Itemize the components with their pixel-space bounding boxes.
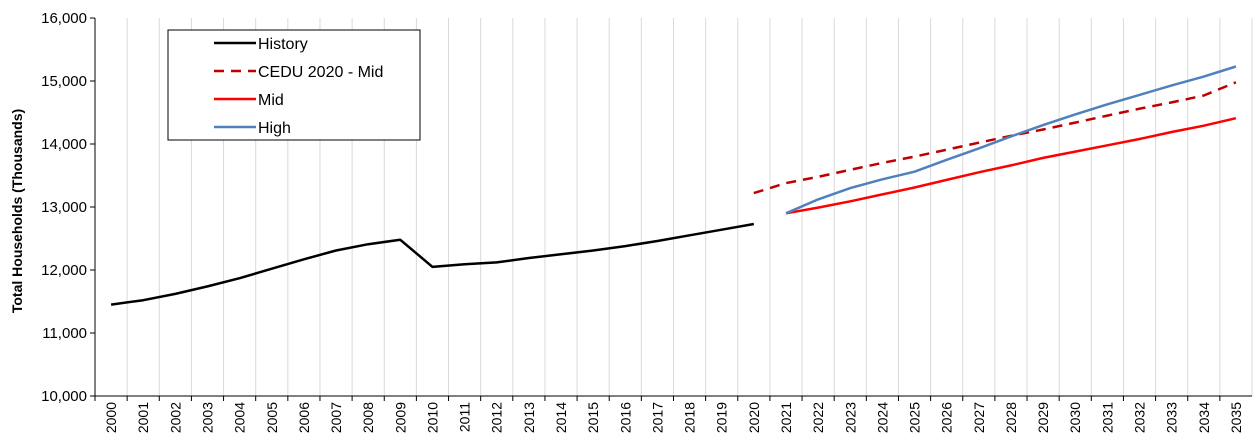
x-tick-label: 2022	[810, 402, 826, 433]
x-tick-label: 2001	[135, 402, 151, 433]
y-tick-label: 14,000	[41, 136, 87, 153]
y-tick-label: 10,000	[41, 388, 87, 405]
series-line-cedu-2020-mid	[753, 81, 1237, 195]
x-tick-label: 2028	[1003, 402, 1019, 433]
x-tick-label: 2034	[1196, 402, 1212, 433]
y-tick-label: 11,000	[42, 325, 87, 342]
x-tick-label: 2014	[553, 402, 569, 433]
y-tick-label: 12,000	[41, 262, 87, 279]
y-axis-tick-labels: 10,000 11,000 12,000 13,000 14,000 15,000 16,0…	[41, 10, 87, 405]
x-tick-label: 2007	[328, 402, 344, 433]
legend-label: CEDU 2020 - Mid	[258, 64, 383, 81]
x-tick-label: 2000	[103, 402, 119, 433]
x-tick-label: 2025	[907, 402, 923, 433]
x-tick-label: 2012	[489, 402, 505, 433]
series-lines	[110, 65, 1237, 306]
x-tick-label: 2029	[1035, 402, 1051, 433]
x-tick-label: 2021	[778, 402, 794, 433]
x-tick-label: 2024	[874, 402, 890, 433]
legend-label: History	[258, 36, 308, 53]
x-tick-label: 2019	[714, 402, 730, 433]
x-tick-label: 2031	[1099, 402, 1115, 433]
x-tick-label: 2016	[617, 402, 633, 433]
x-tick-label: 2011	[457, 402, 473, 432]
series-line-history	[110, 222, 755, 306]
x-tick-label: 2032	[1132, 402, 1148, 433]
x-tick-label: 2005	[264, 402, 280, 433]
legend-box	[167, 29, 421, 141]
legend-label: Mid	[258, 92, 284, 109]
x-tick-label: 2006	[296, 402, 312, 433]
axes	[90, 17, 1252, 401]
x-tick-label: 2002	[167, 402, 183, 433]
x-tick-label: 2003	[199, 402, 215, 433]
x-tick-label: 2020	[746, 402, 762, 433]
series-line-mid	[785, 116, 1237, 215]
y-axis-label: Total Households (Thousands)	[9, 109, 25, 313]
legend: History CEDU 2020 - Mid Mid High	[167, 29, 421, 141]
y-tick-label: 13,000	[41, 199, 87, 216]
x-tick-label: 2018	[682, 402, 698, 433]
x-tick-label: 2008	[360, 402, 376, 433]
x-axis-tick-labels: 2000 2001 2002 2003 2004 2005 2006 2007 2008 2009…	[103, 402, 1244, 433]
x-tick-label: 2009	[392, 402, 408, 433]
series-line-high	[785, 65, 1237, 215]
legend-label: High	[258, 120, 291, 137]
x-tick-label: 2004	[232, 402, 248, 433]
x-tick-label: 2033	[1164, 402, 1180, 433]
x-tick-label: 2035	[1228, 402, 1244, 433]
x-tick-label: 2013	[521, 402, 537, 433]
y-tick-label: 15,000	[41, 73, 87, 90]
x-tick-label: 2027	[971, 402, 987, 433]
x-tick-label: 2026	[939, 402, 955, 433]
x-tick-label: 2015	[585, 402, 601, 433]
y-tick-label: 16,000	[41, 10, 87, 27]
x-tick-label: 2010	[424, 402, 440, 433]
x-tick-label: 2030	[1067, 402, 1083, 433]
x-tick-label: 2017	[649, 402, 665, 433]
x-tick-label: 2023	[842, 402, 858, 433]
